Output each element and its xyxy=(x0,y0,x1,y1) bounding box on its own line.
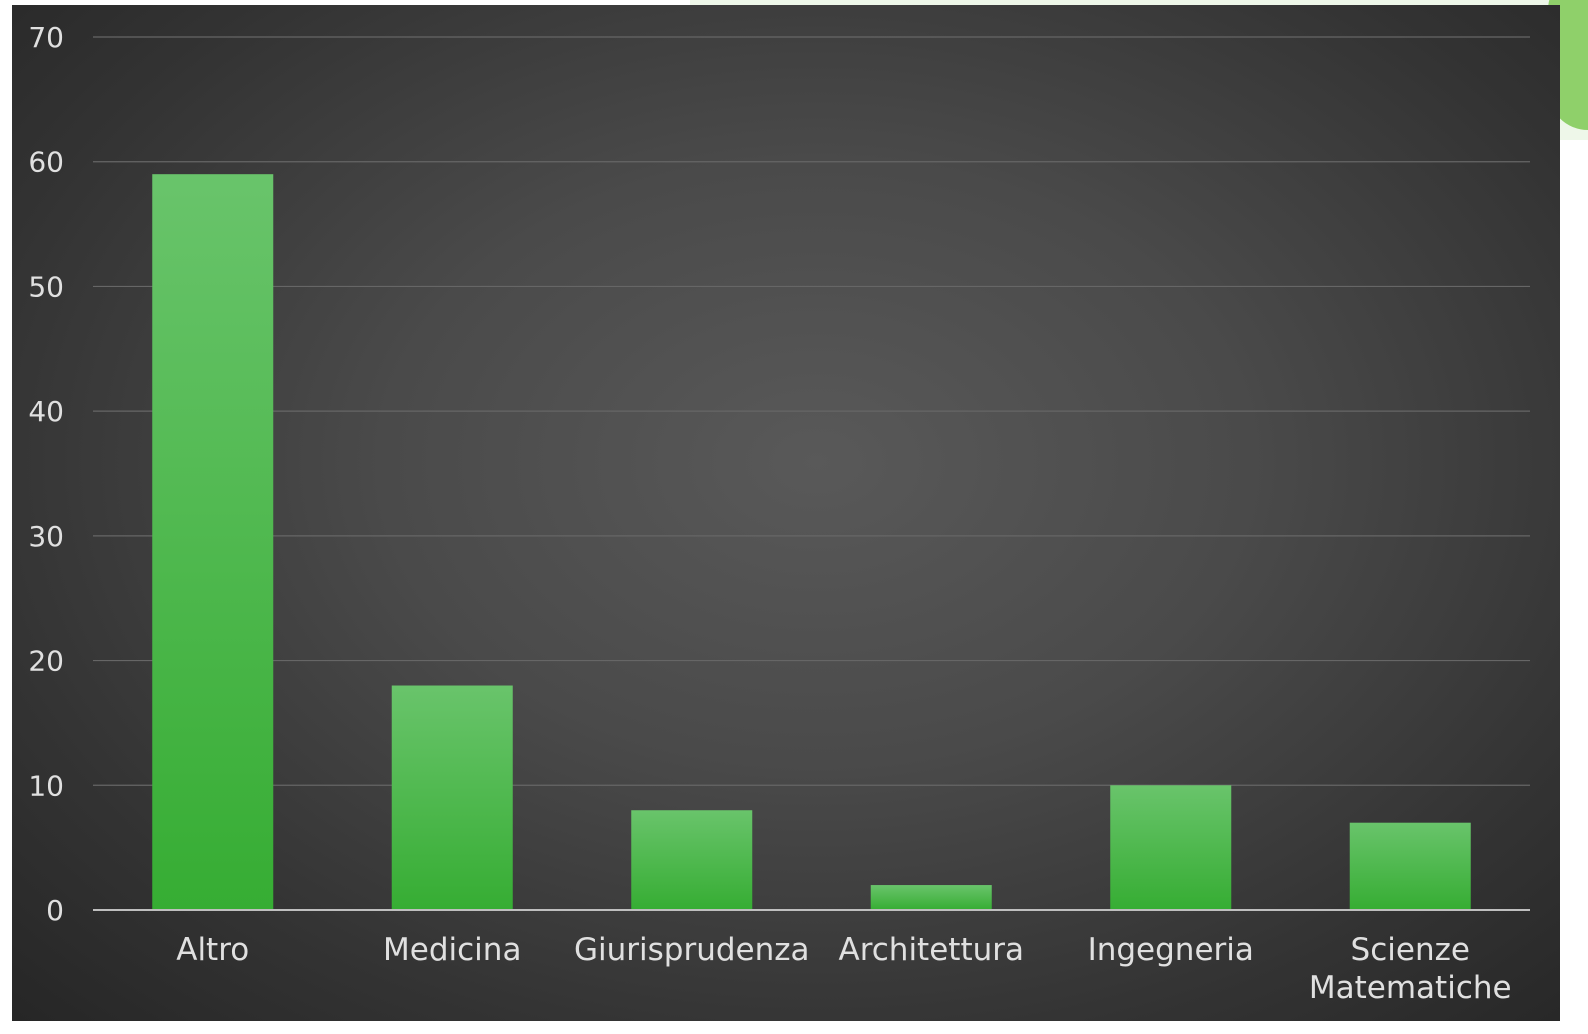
x-tick-label: Giurisprudenza xyxy=(574,932,810,968)
x-tick-label: Altro xyxy=(176,932,249,968)
x-tick-label: Medicina xyxy=(383,932,521,968)
x-tick-label: Scienze Matematiche xyxy=(1309,932,1512,1006)
y-tick-label: 50 xyxy=(28,270,64,303)
x-axis-labels: Altro Medicina Giurisprudenza Architettura I… xyxy=(176,932,1511,1006)
bar xyxy=(1110,785,1232,910)
y-tick-label: 20 xyxy=(28,645,64,678)
bar-chart: 0 10 20 30 40 50 60 70 Altro Medicina Giurisprude… xyxy=(28,21,1530,1006)
bar xyxy=(1349,822,1471,910)
y-tick-label: 10 xyxy=(28,769,64,802)
bar xyxy=(152,174,274,910)
y-tick-label: 70 xyxy=(28,21,64,54)
y-tick-label: 40 xyxy=(28,395,64,428)
bar xyxy=(631,810,753,910)
gridlines xyxy=(93,36,1530,786)
y-tick-label: 0 xyxy=(46,894,64,927)
y-axis-ticks: 0 10 20 30 40 50 60 70 xyxy=(28,21,64,927)
y-tick-label: 60 xyxy=(28,146,64,179)
x-tick-label: Ingegneria xyxy=(1088,932,1254,968)
bar xyxy=(391,685,513,910)
y-tick-label: 30 xyxy=(28,520,64,553)
chart-panel: 0 10 20 30 40 50 60 70 Altro Medicina Giurisprude… xyxy=(12,5,1560,1021)
bars xyxy=(152,174,1471,910)
x-tick-label: Architettura xyxy=(838,932,1024,968)
bar xyxy=(870,885,992,910)
